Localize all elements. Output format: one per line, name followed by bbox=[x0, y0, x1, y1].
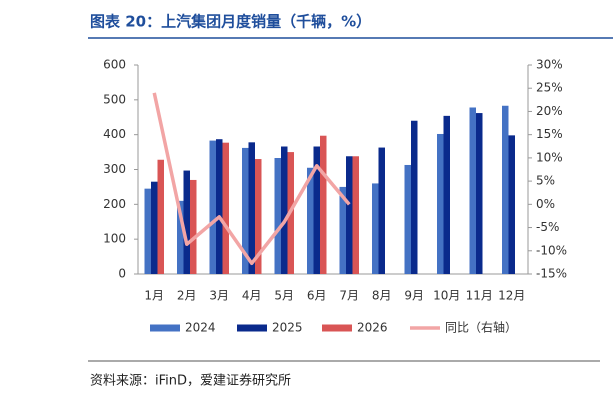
y-tick-label: 200 bbox=[103, 197, 126, 211]
bar bbox=[151, 181, 158, 274]
x-tick-label: 7月 bbox=[339, 289, 359, 303]
legend-label: 2024 bbox=[185, 321, 216, 335]
bar bbox=[320, 135, 327, 274]
bar bbox=[404, 164, 411, 274]
legend-label: 2026 bbox=[357, 321, 388, 335]
y2-tick-label: 5% bbox=[536, 174, 555, 188]
bar bbox=[307, 167, 314, 274]
bar bbox=[339, 186, 346, 274]
bar bbox=[255, 159, 262, 274]
bar bbox=[144, 188, 151, 274]
legend-label: 同比（右轴） bbox=[445, 320, 517, 335]
bar bbox=[274, 158, 281, 274]
y-tick-label: 100 bbox=[103, 232, 126, 246]
bar bbox=[352, 156, 359, 274]
x-tick-label: 4月 bbox=[242, 289, 262, 303]
legend-swatch bbox=[322, 324, 352, 332]
bar bbox=[248, 142, 255, 274]
y2-tick-label: -5% bbox=[536, 220, 559, 234]
bar bbox=[313, 146, 320, 274]
y-tick-label: 300 bbox=[103, 162, 126, 176]
y2-tick-label: 20% bbox=[536, 104, 563, 118]
y-tick-label: 400 bbox=[103, 127, 126, 141]
bar bbox=[378, 147, 385, 274]
x-tick-label: 9月 bbox=[404, 289, 424, 303]
bar bbox=[372, 183, 379, 274]
bar bbox=[443, 115, 450, 275]
bar bbox=[222, 142, 229, 274]
bar bbox=[476, 113, 483, 274]
y2-tick-label: 10% bbox=[536, 150, 563, 164]
bar bbox=[437, 133, 444, 274]
y2-tick-label: 15% bbox=[536, 127, 563, 141]
bar bbox=[502, 105, 509, 274]
y2-tick-label: -15% bbox=[536, 267, 567, 281]
y2-tick-label: 30% bbox=[536, 58, 563, 72]
x-tick-label: 6月 bbox=[307, 289, 327, 303]
x-tick-label: 1月 bbox=[144, 289, 164, 303]
bar bbox=[183, 170, 190, 274]
bar bbox=[508, 135, 515, 274]
x-tick-label: 10月 bbox=[433, 289, 460, 303]
chart-title: 图表 20：上汽集团月度销量（千辆，%） bbox=[90, 13, 371, 31]
x-tick-label: 5月 bbox=[274, 289, 294, 303]
bar bbox=[411, 120, 418, 274]
legend-swatch bbox=[237, 324, 267, 332]
x-tick-label: 2月 bbox=[177, 289, 197, 303]
bar bbox=[216, 139, 223, 274]
y-tick-label: 600 bbox=[103, 58, 126, 72]
y2-tick-label: -10% bbox=[536, 243, 567, 257]
bar bbox=[281, 146, 288, 274]
line bbox=[152, 92, 351, 266]
y-tick-label: 500 bbox=[103, 92, 126, 106]
legend-label: 2025 bbox=[272, 321, 303, 335]
x-tick-label: 11月 bbox=[466, 289, 493, 303]
y-tick-label: 0 bbox=[118, 267, 126, 281]
bar bbox=[242, 147, 249, 274]
source: 资料来源：iFinD，爱建证券研究所 bbox=[90, 373, 291, 389]
x-tick-label: 3月 bbox=[209, 289, 229, 303]
bar bbox=[346, 156, 353, 274]
y2-tick-label: 25% bbox=[536, 81, 563, 95]
bar bbox=[177, 200, 184, 274]
bar bbox=[469, 107, 476, 274]
x-tick-label: 8月 bbox=[372, 289, 392, 303]
y2-tick-label: 0% bbox=[536, 197, 555, 211]
bar bbox=[190, 179, 197, 274]
legend-swatch bbox=[150, 324, 180, 332]
bar bbox=[209, 140, 216, 274]
bar bbox=[157, 159, 164, 274]
x-tick-label: 12月 bbox=[498, 289, 525, 303]
